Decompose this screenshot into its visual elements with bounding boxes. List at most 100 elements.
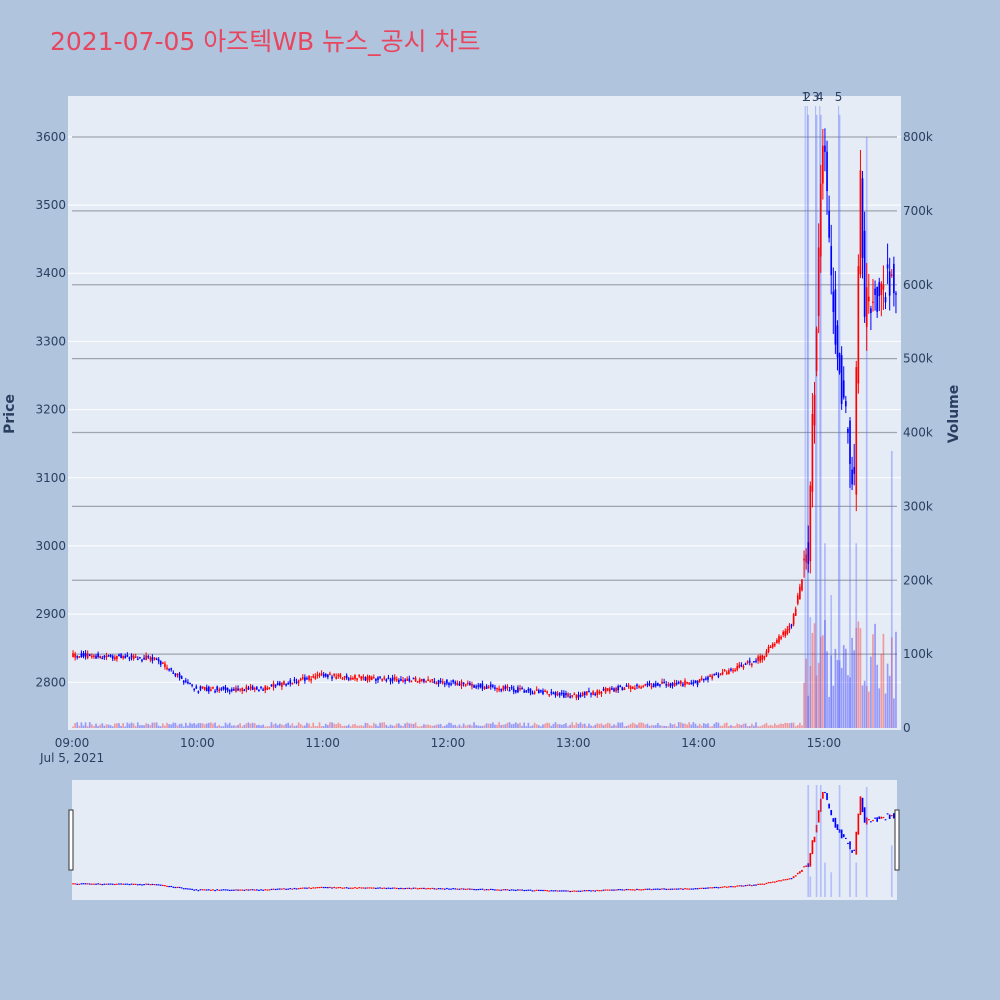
volume-bar xyxy=(410,723,413,728)
volume-bar xyxy=(230,725,233,728)
preview-candle xyxy=(331,887,333,889)
candle-body xyxy=(563,692,565,698)
volume-spike-bar xyxy=(809,617,812,728)
preview-candle xyxy=(466,888,469,890)
candle-body xyxy=(794,608,797,616)
preview-candle xyxy=(782,879,785,881)
preview-candle xyxy=(529,889,532,891)
preview-candle xyxy=(840,829,843,839)
preview-candle xyxy=(611,889,613,891)
candle-body xyxy=(888,271,891,296)
volume-bar xyxy=(508,722,511,728)
preview-candle xyxy=(155,884,158,886)
volume-tick-label: 0 xyxy=(903,721,911,735)
volume-bar xyxy=(776,725,778,728)
preview-candle xyxy=(427,887,429,890)
candle-body xyxy=(301,677,304,679)
volume-bar xyxy=(349,726,352,728)
preview-candle xyxy=(838,829,841,833)
preview-candle xyxy=(575,890,578,892)
candle-body xyxy=(771,643,774,648)
volume-bar xyxy=(867,691,870,728)
preview-candle xyxy=(586,890,588,892)
preview-candle xyxy=(811,840,814,855)
preview-candle xyxy=(598,890,601,892)
preview-candle xyxy=(847,842,849,845)
preview-candle xyxy=(157,884,160,886)
candle-body xyxy=(212,687,214,689)
volume-bar xyxy=(740,725,743,728)
volume-bar xyxy=(168,724,170,728)
preview-candle xyxy=(464,888,467,890)
volume-bar xyxy=(588,723,590,728)
preview-candle xyxy=(498,889,500,891)
preview-candle xyxy=(91,883,93,885)
volume-bar xyxy=(537,725,540,728)
preview-candle xyxy=(606,889,609,891)
preview-candle xyxy=(258,889,260,891)
preview-candle xyxy=(304,887,306,889)
range-slider-left-handle[interactable] xyxy=(68,809,74,871)
volume-bar xyxy=(548,723,551,728)
candle-body xyxy=(702,678,705,681)
preview-candle xyxy=(705,887,707,889)
range-slider[interactable] xyxy=(72,780,897,900)
time-tick-label: 15:00 xyxy=(807,736,842,750)
candle-body xyxy=(728,670,730,674)
preview-candle xyxy=(817,810,820,823)
candle-body xyxy=(583,691,586,696)
candle-body xyxy=(550,691,553,694)
preview-candle xyxy=(517,889,519,891)
candle-body xyxy=(172,672,175,674)
preview-candle xyxy=(721,886,724,888)
candle-body xyxy=(506,686,509,688)
volume-bar xyxy=(646,723,649,728)
preview-volume-bar xyxy=(819,785,822,897)
candle-body xyxy=(763,656,766,659)
candle-body xyxy=(132,656,135,659)
candle-body xyxy=(385,679,388,682)
preview-candle xyxy=(581,890,584,892)
candle-body xyxy=(316,674,319,677)
candle-body xyxy=(88,654,91,657)
preview-candle xyxy=(654,888,657,890)
preview-candle xyxy=(644,888,647,890)
volume-bar xyxy=(715,722,718,728)
volume-bar xyxy=(571,722,574,728)
preview-candle xyxy=(569,890,571,893)
candle-body xyxy=(105,655,108,658)
preview-candle xyxy=(164,885,166,887)
volume-bar xyxy=(103,725,106,728)
preview-candle xyxy=(473,888,475,891)
volume-bar xyxy=(191,723,193,728)
volume-bar xyxy=(679,722,682,728)
candle-body xyxy=(608,688,611,692)
preview-candle xyxy=(429,888,432,890)
candle-body xyxy=(391,677,394,681)
candle-body xyxy=(751,663,753,666)
candle-body xyxy=(425,681,427,683)
preview-candle xyxy=(700,887,703,889)
candle-body xyxy=(107,655,110,657)
volume-bar xyxy=(91,724,93,728)
candle-body xyxy=(281,682,283,687)
volume-bar xyxy=(293,726,296,728)
candle-body xyxy=(97,653,99,658)
candle-body xyxy=(245,686,248,690)
volume-bar xyxy=(74,723,76,728)
volume-bar xyxy=(149,725,152,728)
range-slider-right-handle[interactable] xyxy=(894,809,900,871)
candle-body xyxy=(136,658,139,661)
preview-candle xyxy=(625,888,628,891)
preview-candle xyxy=(395,887,398,890)
volume-bar xyxy=(815,675,818,728)
candle-body xyxy=(581,692,584,696)
volume-bar xyxy=(132,723,135,728)
candle-body xyxy=(199,686,202,690)
candle-body xyxy=(441,681,444,684)
preview-candle xyxy=(489,888,492,891)
volume-bar xyxy=(546,722,548,728)
candle-body xyxy=(147,656,150,658)
volume-bar xyxy=(383,722,386,728)
candle-body xyxy=(141,659,143,662)
